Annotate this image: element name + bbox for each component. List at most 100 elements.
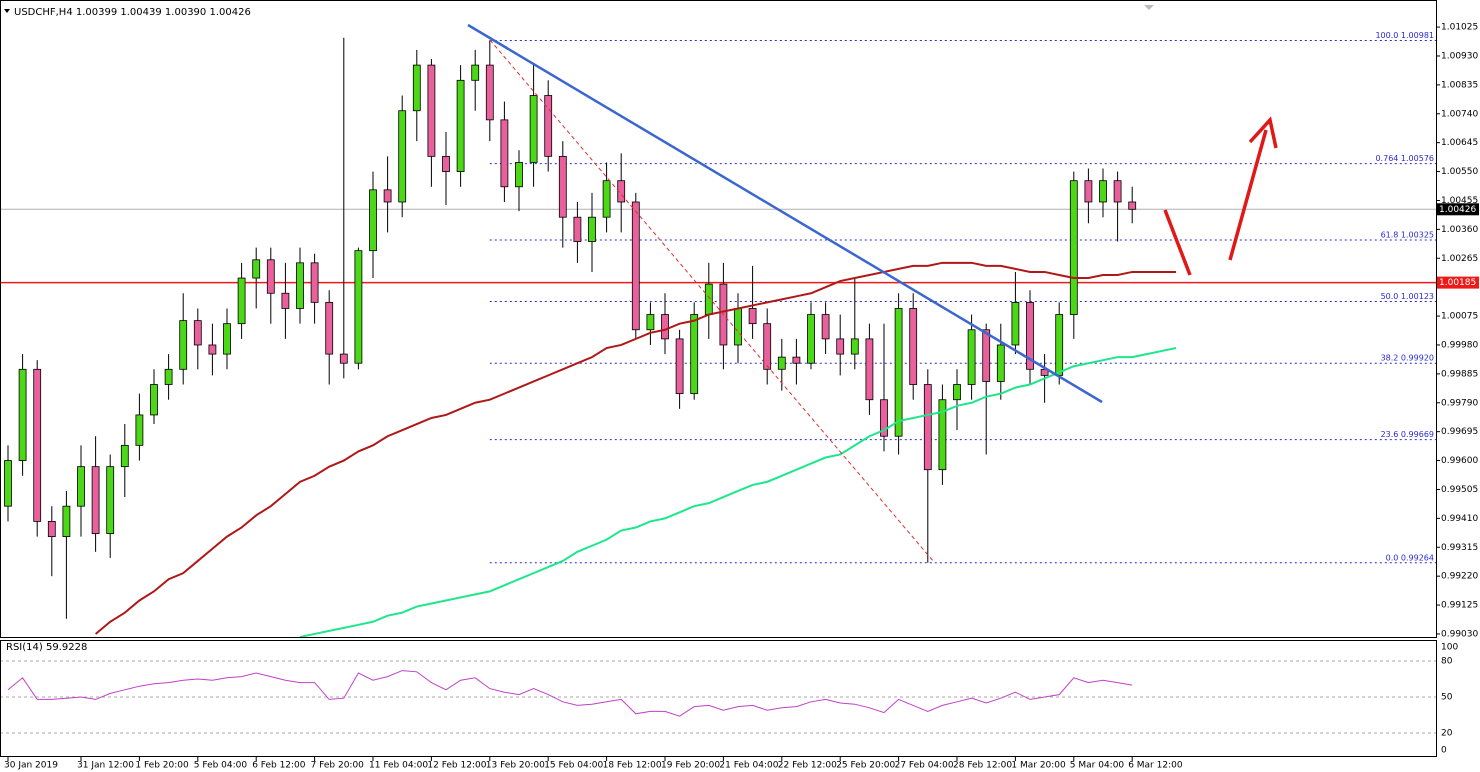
x-tick-label: 11 Feb 04:00 (369, 761, 428, 771)
y-tick-label: 0.99220 (1441, 572, 1478, 582)
y-tick-label: 0.99505 (1441, 485, 1478, 495)
indicator-line (7, 670, 1133, 717)
x-tick-label: 19 Feb 20:00 (661, 761, 720, 771)
down-arrow (1163, 209, 1192, 276)
rsi-tick-label: 100 (1441, 643, 1458, 653)
x-tick-label: 22 Feb 12:00 (778, 761, 837, 771)
candle-body (938, 399, 947, 471)
indicator-line (94, 261, 1176, 635)
candle-body (150, 384, 158, 416)
y-tick-label: 1.00835 (1441, 80, 1478, 90)
indicator-line (299, 347, 1177, 638)
candle-body (821, 314, 830, 340)
candle-body (1026, 301, 1034, 370)
chart-header: USDCHF,H4 1.00399 1.00439 1.00390 1.0042… (14, 7, 251, 18)
x-tick-label: 1 Feb 20:00 (135, 761, 189, 771)
candle-body (909, 308, 918, 385)
candle-body (617, 180, 626, 203)
candle-body (33, 368, 42, 522)
x-tick-label: 21 Feb 04:00 (719, 761, 778, 771)
y-tick-label: 1.00550 (1441, 167, 1478, 177)
candle-body (1113, 180, 1122, 203)
candle-body (383, 189, 392, 203)
fib-label: 0.0 0.99264 (1386, 553, 1434, 562)
candle-body (573, 216, 582, 242)
candle-body (471, 64, 480, 81)
x-tick-label: 25 Feb 20:00 (836, 761, 895, 771)
candle-body (558, 155, 567, 218)
candle-body (179, 320, 188, 370)
candle-body (354, 250, 363, 364)
fib-label: 61.8 1.00325 (1381, 231, 1434, 240)
candle-body (544, 95, 553, 157)
candle-body (398, 110, 407, 203)
x-tick-label: 28 Feb 12:00 (953, 761, 1012, 771)
y-tick-label: 1.00075 (1441, 312, 1478, 322)
candle-body (588, 216, 596, 242)
y-tick-label: 0.99030 (1441, 629, 1478, 639)
x-tick-label: 5 Feb 04:00 (194, 761, 248, 771)
y-tick-label: 1.00455 (1441, 196, 1478, 206)
rsi-tick-label: 50 (1441, 693, 1453, 703)
candle-body (120, 444, 129, 468)
candle-body (953, 384, 961, 401)
x-tick-label: 13 Feb 20:00 (486, 761, 545, 771)
price-panel-frame (0, 0, 1437, 638)
fib-anchor-line (489, 39, 935, 563)
y-tick-label: 0.99125 (1441, 601, 1478, 611)
candle-body (266, 259, 275, 294)
candle-body (763, 323, 772, 370)
candle-body (631, 201, 640, 331)
candle-body (792, 356, 801, 364)
candle-body (704, 283, 713, 315)
candle-body (996, 344, 1005, 382)
scroll-marker (1144, 5, 1154, 10)
current-price-label: 1.00426 (1439, 205, 1476, 215)
y-tick-label: 0.99410 (1441, 514, 1478, 524)
y-tick-label: 1.00360 (1441, 225, 1478, 235)
candle-body (850, 338, 859, 355)
candle-body (734, 308, 742, 346)
candle-body (690, 314, 699, 395)
front-layer: USDCHF,H4 1.00399 1.00439 1.00390 1.0042… (4, 7, 1479, 771)
fib-label: 50.0 1.00123 (1381, 292, 1434, 301)
fib-label: 100.0 1.00981 (1375, 31, 1434, 40)
candle-body (967, 329, 976, 385)
candle-body (252, 259, 261, 279)
candle-body (1084, 180, 1093, 203)
candle-body (442, 155, 450, 172)
candle-body (4, 460, 12, 507)
up-arrow-head (1248, 116, 1278, 149)
candle-body (923, 384, 932, 471)
candle-body (310, 262, 319, 303)
fib-label: 0.764 1.00576 (1375, 154, 1434, 163)
menu-triangle (4, 9, 10, 13)
candle-body (208, 344, 217, 355)
y-tick-label: 1.00740 (1441, 109, 1478, 119)
candle-body (456, 79, 465, 172)
y-tick-label: 0.99315 (1441, 543, 1478, 553)
candle-body (529, 95, 538, 163)
x-tick-label: 18 Feb 12:00 (603, 761, 662, 771)
candle-body (296, 262, 304, 309)
y-tick-label: 1.00645 (1441, 138, 1478, 148)
x-tick-label: 15 Feb 04:00 (544, 761, 603, 771)
candle-body (515, 162, 523, 188)
marks-layer (4, 37, 1177, 717)
x-tick-label: 7 Feb 20:00 (311, 761, 365, 771)
x-tick-label: 6 Feb 12:00 (252, 761, 306, 771)
candle-body (777, 356, 786, 370)
fib-label: 23.6 0.99669 (1381, 430, 1434, 439)
candle-body (193, 320, 202, 346)
candle-body (894, 308, 903, 437)
candle-body (646, 314, 655, 331)
back-layer: 100.0 1.00981 0.764 1.00576 61.8 1.00325 50… (0, 31, 1436, 734)
candle-body (807, 314, 815, 364)
candle-body (1055, 314, 1064, 376)
x-tick-label: 5 Mar 04:00 (1070, 761, 1125, 771)
x-tick-label: 27 Feb 04:00 (895, 761, 954, 771)
y-tick-label: 1.00930 (1441, 51, 1478, 61)
x-tick-label: 12 Feb 12:00 (427, 761, 486, 771)
candle-body (281, 292, 290, 309)
